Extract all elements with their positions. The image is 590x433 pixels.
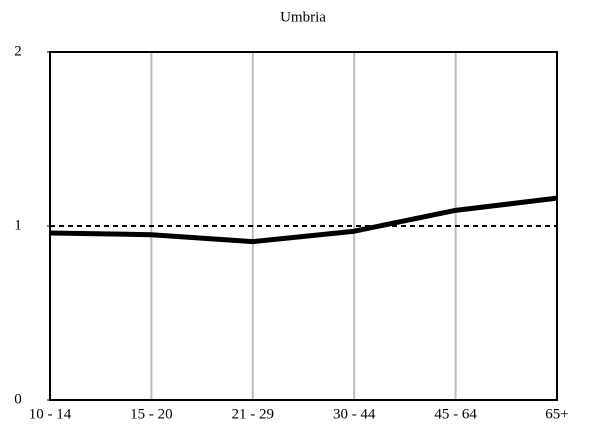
data-line — [49, 195, 558, 245]
x-tick-label: 10 - 14 — [29, 406, 72, 422]
x-tick-label: 45 - 64 — [434, 406, 477, 422]
y-tick-label: 0 — [14, 391, 22, 407]
y-tick-label: 1 — [14, 217, 22, 233]
x-tick-label: 65+ — [545, 406, 568, 422]
plot-frame — [49, 51, 558, 401]
y-tick-label: 2 — [14, 43, 22, 59]
x-tick-label: 21 - 29 — [232, 406, 275, 422]
chart-title: Umbria — [280, 9, 326, 25]
x-tick-label: 30 - 44 — [333, 406, 376, 422]
x-tick-label: 15 - 20 — [130, 406, 173, 422]
